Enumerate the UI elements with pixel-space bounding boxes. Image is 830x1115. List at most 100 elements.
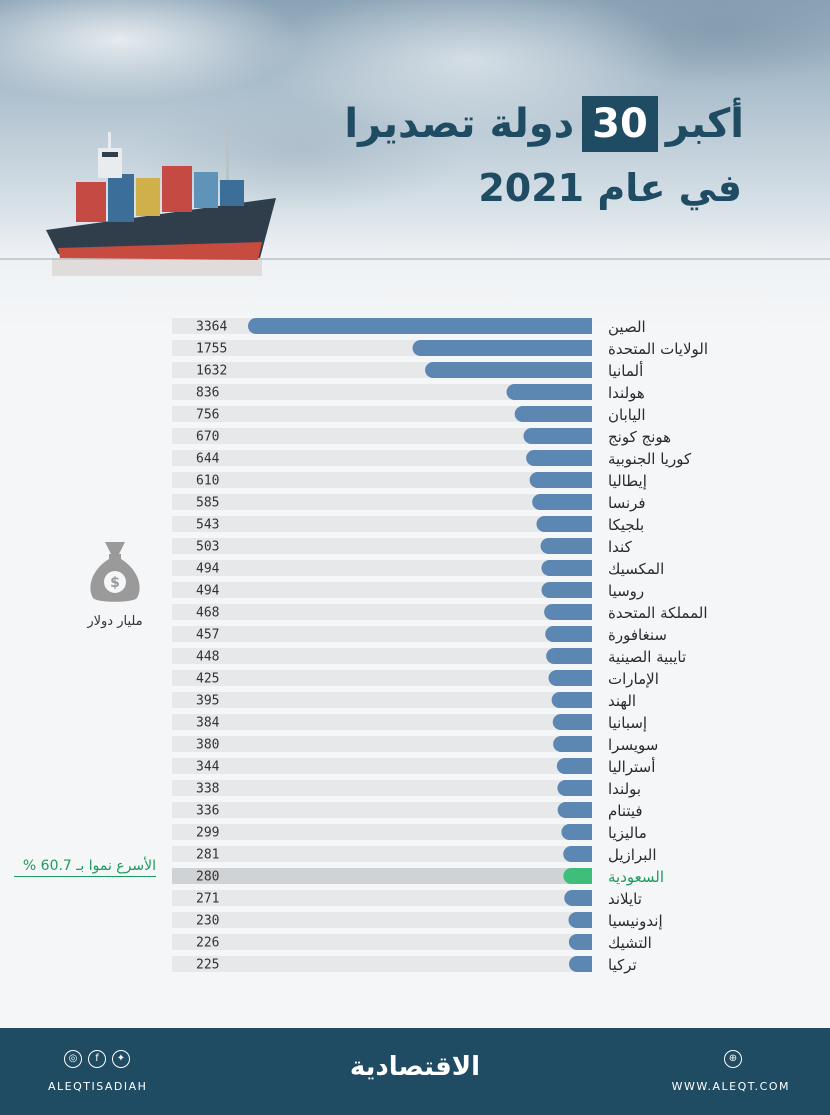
bar-value-label: 395 <box>196 694 219 709</box>
category-label: الهند <box>608 692 636 710</box>
bar <box>552 714 592 730</box>
bar <box>529 472 592 488</box>
bar-value-label: 299 <box>196 826 219 841</box>
bar <box>541 582 592 598</box>
bar-value-label: 503 <box>196 540 219 555</box>
bar-track <box>172 516 592 532</box>
bar-track <box>172 846 592 862</box>
category-label: روسيا <box>608 582 644 600</box>
bar <box>563 846 592 862</box>
bar-track <box>172 956 592 972</box>
bar-value-label: 281 <box>196 848 219 863</box>
category-label: أستراليا <box>608 757 655 776</box>
category-label: الصين <box>608 318 646 336</box>
category-label: المكسيك <box>608 560 664 578</box>
bar <box>544 604 592 620</box>
bar <box>425 362 592 378</box>
category-label: بولندا <box>608 780 641 798</box>
category-label: إندونيسيا <box>608 912 663 930</box>
bar-value-label: 610 <box>196 474 219 489</box>
bar-track <box>172 780 592 796</box>
category-label: تايبية الصينية <box>608 648 686 666</box>
category-label: الولايات المتحدة <box>608 340 708 358</box>
category-label: البرازيل <box>608 846 657 864</box>
bar-track <box>172 912 592 928</box>
category-label: فيتنام <box>608 802 643 820</box>
bar <box>564 890 592 906</box>
bar <box>248 318 592 334</box>
bar-track <box>172 626 592 642</box>
sky-background <box>0 0 830 330</box>
bar <box>526 450 592 466</box>
bar-value-label: 494 <box>196 584 220 599</box>
facebook-icon[interactable]: f <box>88 1050 106 1068</box>
twitter-icon[interactable]: ✦ <box>112 1050 130 1068</box>
bar <box>568 934 592 950</box>
bar-track <box>172 824 592 840</box>
website-link[interactable]: WWW.ALEQT.COM <box>671 1080 790 1093</box>
bar-track <box>172 472 592 488</box>
category-label: فرنسا <box>608 494 646 512</box>
category-label: كوريا الجنوبية <box>608 450 692 468</box>
bar <box>556 758 592 774</box>
fastest-growth-note: الأسرع نموا بـ 60.7 % <box>14 858 156 877</box>
bar-track <box>172 868 592 884</box>
bar-value-label: 644 <box>196 452 220 467</box>
instagram-icon[interactable]: ◎ <box>64 1050 82 1068</box>
bar-value-label: 543 <box>196 518 219 533</box>
title-part2: دولة تصديرا <box>344 101 575 147</box>
bar <box>506 384 592 400</box>
category-label: سويسرا <box>608 736 658 754</box>
bar <box>546 648 592 664</box>
bar <box>514 406 592 422</box>
bar <box>553 736 592 752</box>
bar-value-label: 457 <box>196 628 219 643</box>
title-line-2: في عام 2021 <box>478 166 742 210</box>
category-label: بلجيكا <box>608 516 644 534</box>
bar-track <box>172 890 592 906</box>
bar-value-label: 494 <box>196 562 220 577</box>
category-label: المملكة المتحدة <box>608 604 708 622</box>
bar-track <box>172 428 592 444</box>
footer: ◎ f ✦ ALEQTISADIAH الاقتصادية ⊕ WWW.ALEQ… <box>0 1028 830 1115</box>
bar-value-label: 468 <box>196 606 219 621</box>
category-label: ألمانيا <box>608 361 643 380</box>
bar <box>557 780 592 796</box>
unit-legend: $ مليار دولار <box>70 538 160 629</box>
category-label: إسبانيا <box>608 714 647 732</box>
category-label: تايلاند <box>608 890 642 908</box>
category-label: هولندا <box>608 384 645 402</box>
bar-value-label: 836 <box>196 386 219 401</box>
social-icons: ◎ f ✦ <box>64 1050 130 1068</box>
category-label: سنغافورة <box>608 626 667 644</box>
title-number: 30 <box>582 96 658 152</box>
svg-text:$: $ <box>110 575 120 591</box>
bar-value-label: 271 <box>196 892 219 907</box>
category-label: التشيك <box>608 934 652 952</box>
bar-value-label: 448 <box>196 650 219 665</box>
bar-value-label: 230 <box>196 914 219 929</box>
bar <box>541 560 592 576</box>
bar-value-label: 380 <box>196 738 219 753</box>
bar <box>536 516 592 532</box>
category-label: ماليزيا <box>608 824 647 842</box>
bar <box>532 494 592 510</box>
category-label: السعودية <box>608 868 664 886</box>
bar-value-label: 384 <box>196 716 220 731</box>
social-handle[interactable]: ALEQTISADIAH <box>48 1080 148 1093</box>
title-line-1: أكبر 30 دولة تصديرا <box>344 96 744 152</box>
bar <box>548 670 592 686</box>
category-label: هونج كونج <box>608 428 671 446</box>
unit-label: مليار دولار <box>87 614 143 629</box>
bar <box>523 428 592 444</box>
bar-track <box>172 560 592 576</box>
bar <box>568 956 592 972</box>
bar-chart: 3364 الصين 1755 الولايات المتحدة 1632 ألمانيا… <box>172 318 708 974</box>
category-label: الإمارات <box>608 670 659 688</box>
bar-track <box>172 714 592 730</box>
bar-track <box>172 582 592 598</box>
bar <box>540 538 592 554</box>
bar-track <box>172 648 592 664</box>
category-label: اليابان <box>608 406 646 424</box>
bar <box>545 626 592 642</box>
